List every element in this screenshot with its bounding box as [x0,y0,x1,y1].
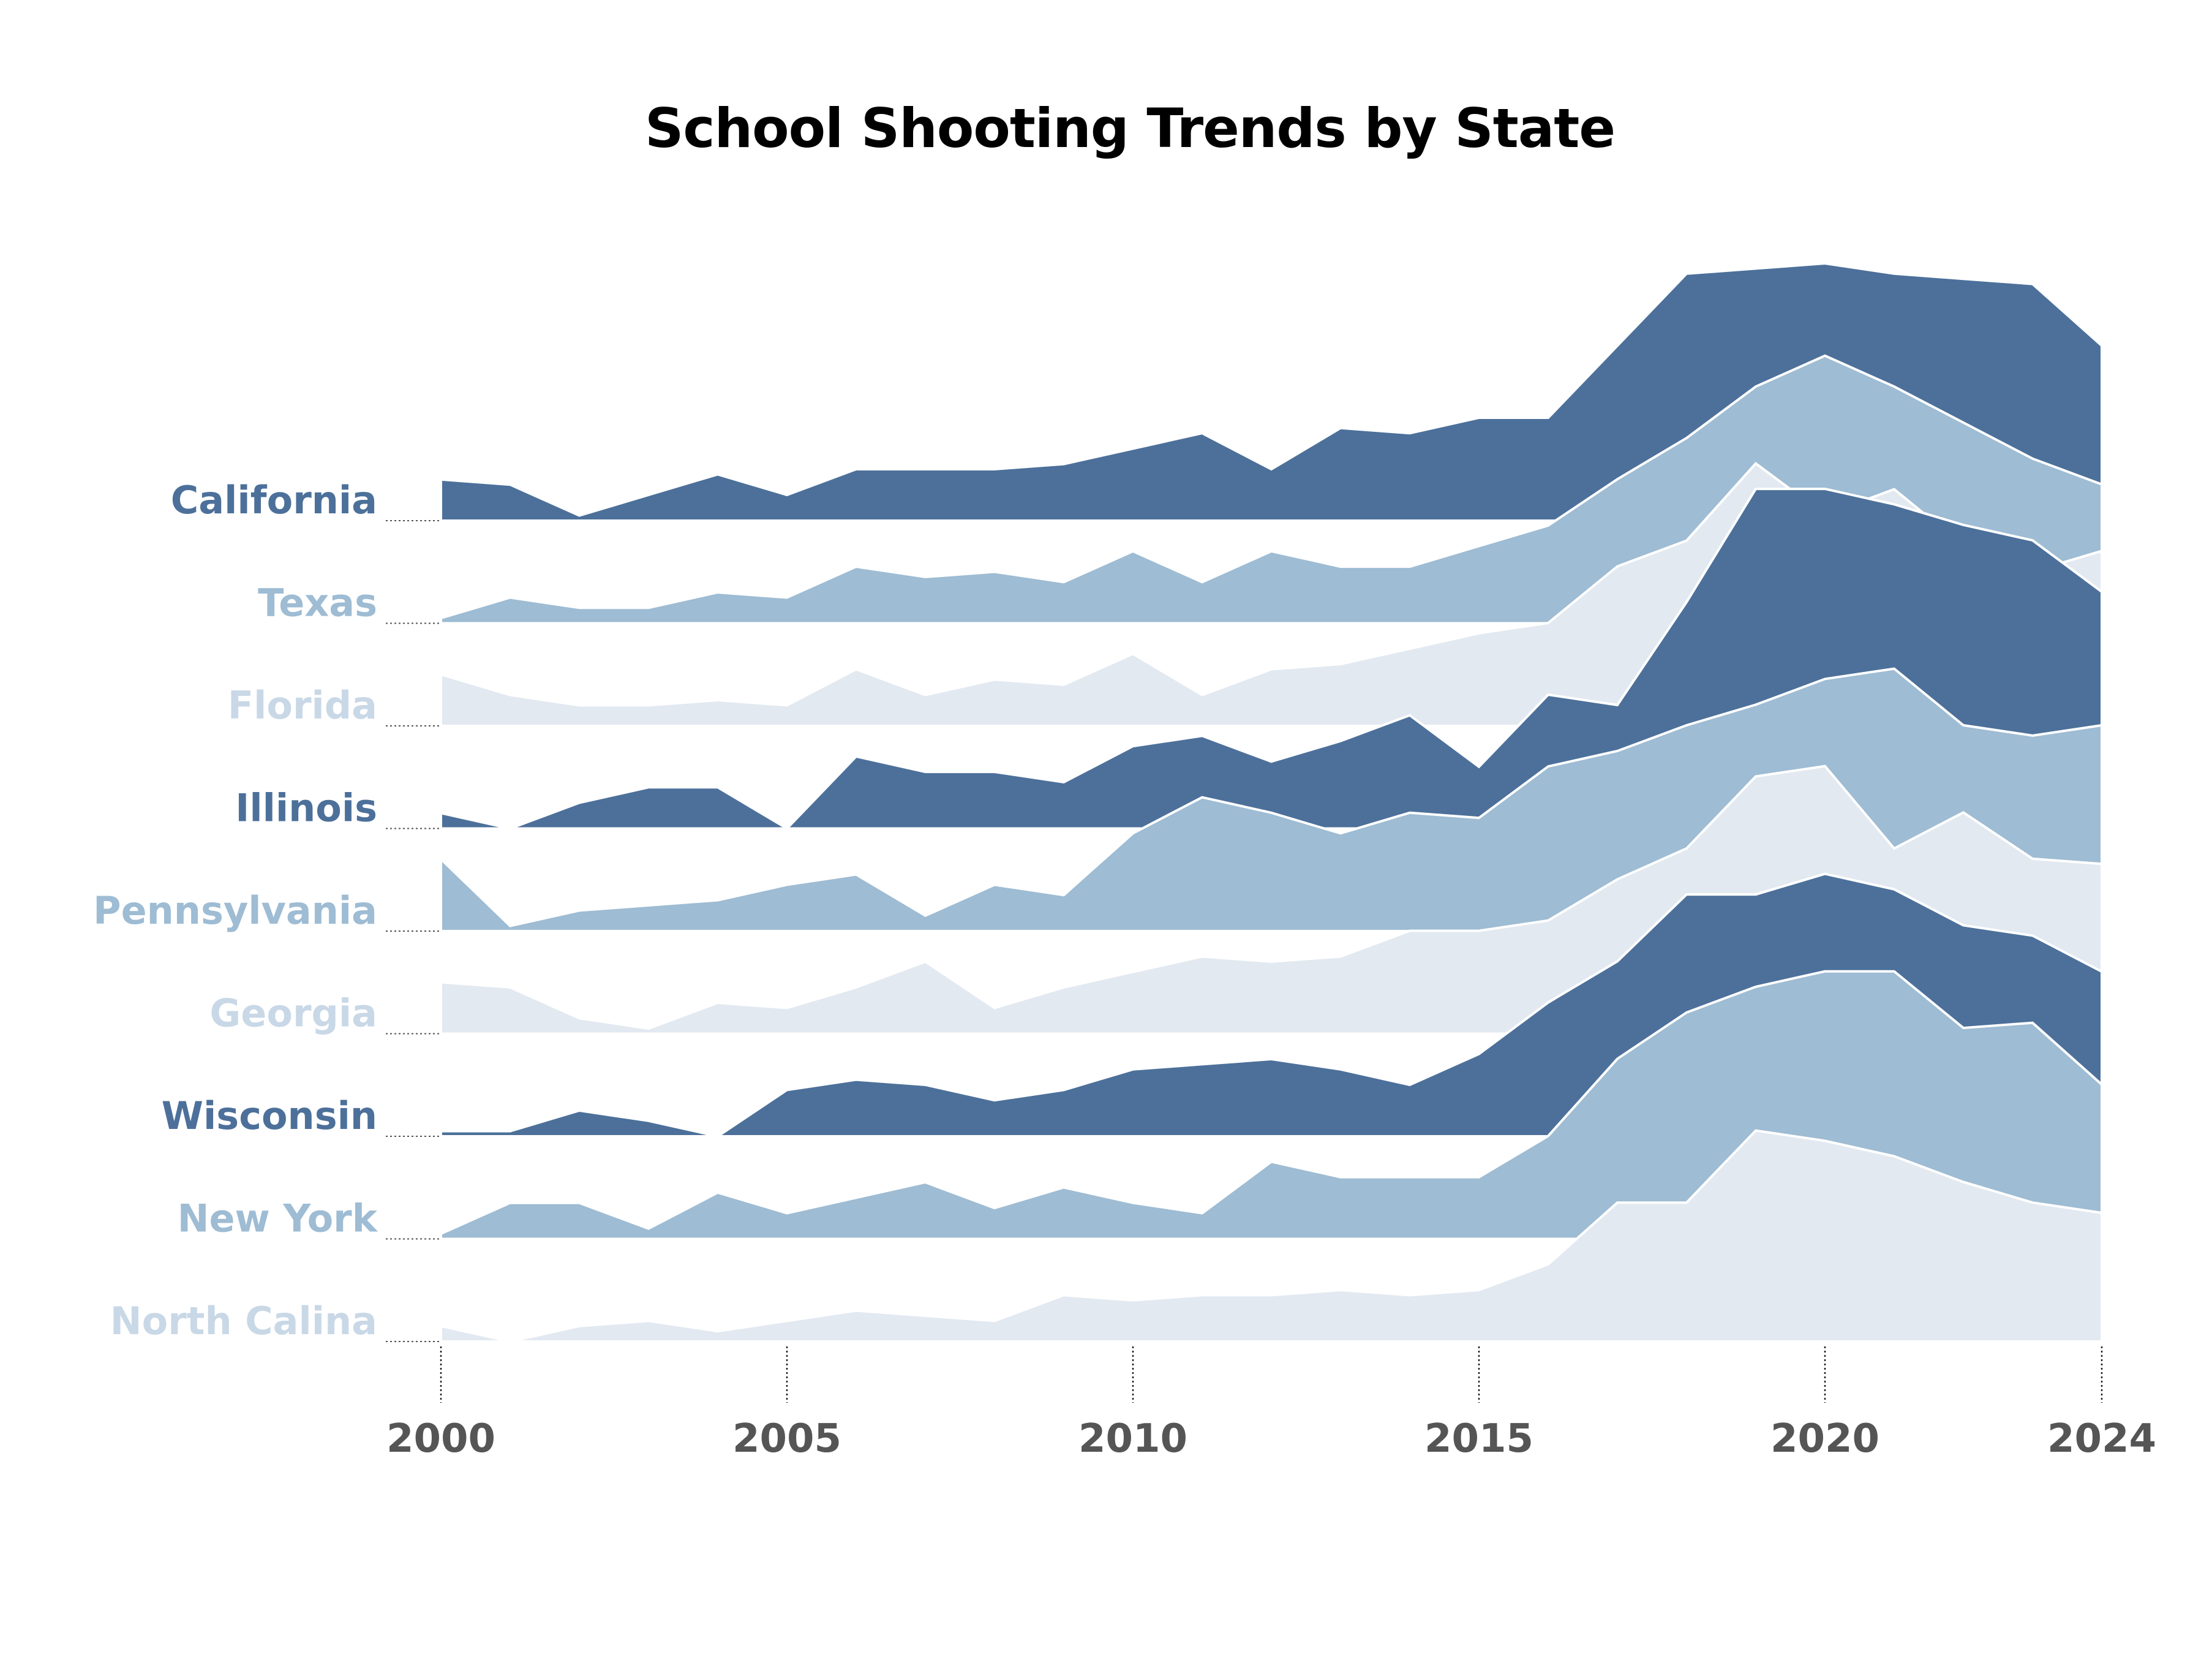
series-label-texas: Texas [258,581,377,625]
x-tick-label-2015: 2015 [1424,1416,1533,1462]
x-tick-label-2005: 2005 [732,1416,841,1462]
series-label-illinois: Illinois [235,786,377,831]
series-label-new-york: New York [178,1196,378,1241]
chart-title: School Shooting Trends by State [644,97,1616,160]
series-area-north-calina [440,1129,2103,1343]
series-label-georgia: Georgia [209,991,377,1036]
series-label-wisconsin: Wisconsin [162,1093,377,1138]
x-tick-label-2010: 2010 [1078,1416,1187,1462]
x-tick-label-2020: 2020 [1770,1416,1879,1462]
x-tick-label-2024: 2024 [2047,1416,2156,1462]
series-label-california: California [171,478,377,523]
series-label-pennsylvania: Pennsylvania [93,888,377,933]
series-label-north-calina: North Calina [110,1299,377,1343]
series-label-florida: Florida [228,683,377,728]
series-area-new-york [440,970,2103,1240]
x-tick-label-2000: 2000 [386,1416,495,1462]
